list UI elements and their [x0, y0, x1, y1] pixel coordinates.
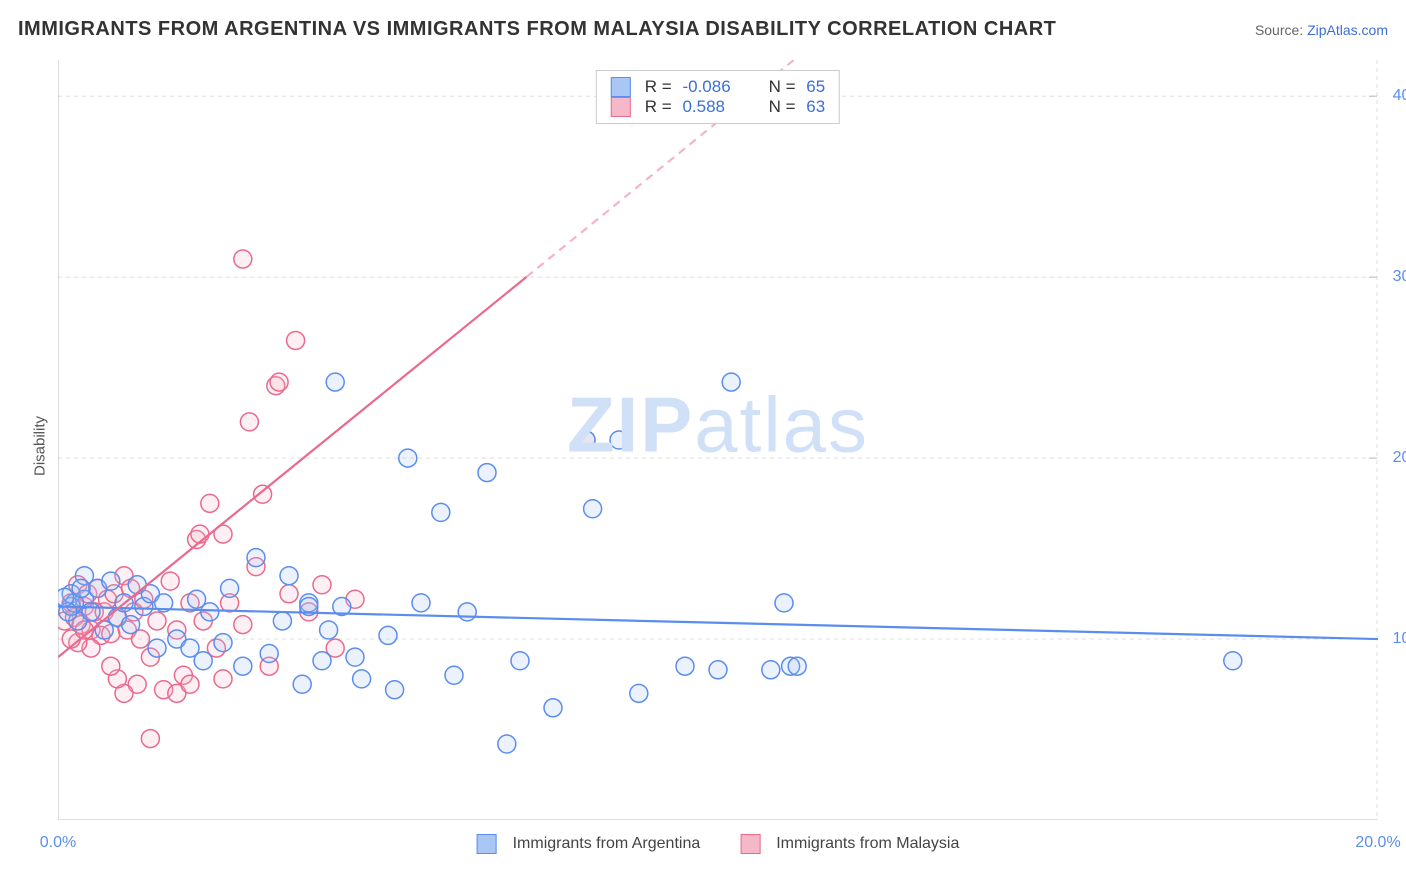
swatch-malaysia	[740, 834, 760, 854]
swatch-malaysia	[611, 97, 631, 117]
chart-title: IMMIGRANTS FROM ARGENTINA VS IMMIGRANTS …	[18, 18, 1056, 41]
y-tick-label: 30.0%	[1393, 268, 1406, 286]
swatch-argentina	[611, 77, 631, 97]
source-attribution: Source: ZipAtlas.com	[1255, 22, 1388, 38]
swatch-argentina	[477, 834, 497, 854]
legend-label-malaysia: Immigrants from Malaysia	[776, 835, 959, 853]
r-label: R =	[645, 97, 677, 117]
y-axis-label: Disability	[32, 416, 49, 476]
series-legend: Immigrants from Argentina Immigrants fro…	[477, 834, 960, 854]
legend-label-argentina: Immigrants from Argentina	[513, 835, 701, 853]
correlation-legend-row-argentina: R = -0.086 N = 65	[611, 77, 825, 97]
legend-item-malaysia: Immigrants from Malaysia	[740, 834, 959, 854]
x-tick-label: 0.0%	[40, 834, 76, 852]
n-label: N =	[769, 97, 801, 117]
n-value-malaysia: 63	[806, 97, 825, 117]
plot-svg	[58, 60, 1378, 820]
correlation-legend: R = -0.086 N = 65 R = 0.588 N = 63	[596, 70, 840, 124]
r-label: R =	[645, 77, 677, 97]
n-value-argentina: 65	[806, 77, 825, 97]
r-value-argentina: -0.086	[682, 77, 742, 97]
r-value-malaysia: 0.588	[682, 97, 742, 117]
n-label: N =	[769, 77, 801, 97]
plot-area: ZIPatlas R = -0.086 N = 65 R = 0.588 N =…	[58, 60, 1378, 820]
correlation-legend-row-malaysia: R = 0.588 N = 63	[611, 97, 825, 117]
title-bar: IMMIGRANTS FROM ARGENTINA VS IMMIGRANTS …	[18, 18, 1388, 41]
chart-container: IMMIGRANTS FROM ARGENTINA VS IMMIGRANTS …	[0, 0, 1406, 892]
y-tick-label: 20.0%	[1393, 449, 1406, 467]
y-tick-label: 40.0%	[1393, 87, 1406, 105]
source-label: Source:	[1255, 22, 1307, 38]
y-tick-label: 10.0%	[1393, 630, 1406, 648]
x-tick-label: 20.0%	[1355, 834, 1400, 852]
source-link[interactable]: ZipAtlas.com	[1307, 22, 1388, 38]
legend-item-argentina: Immigrants from Argentina	[477, 834, 701, 854]
